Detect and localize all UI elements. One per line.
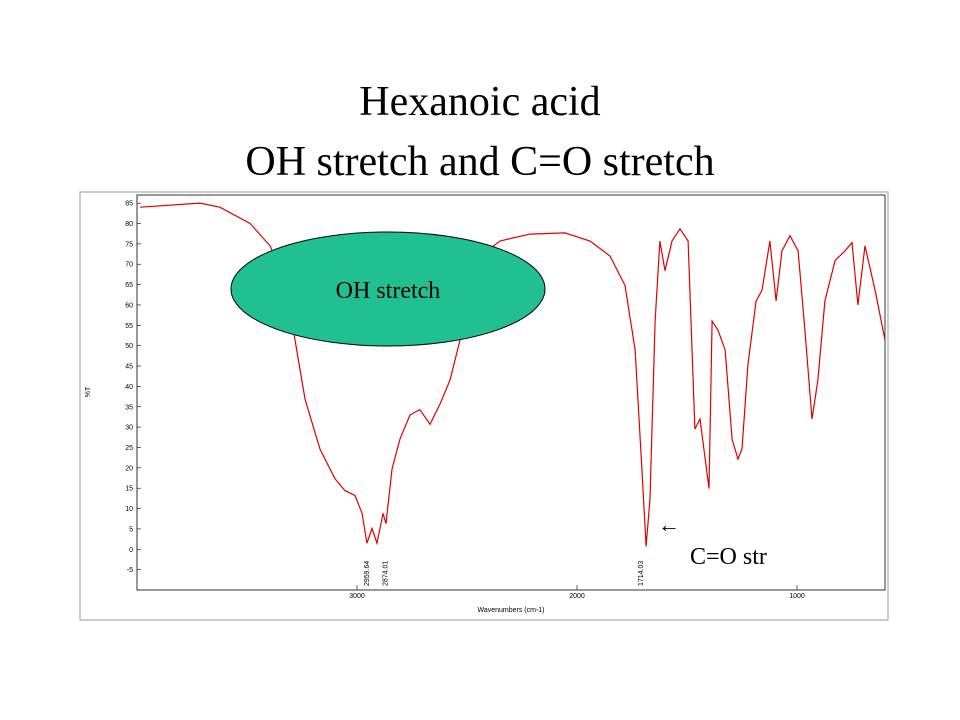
y-tick-label: 40 xyxy=(125,384,133,391)
y-tick-label: 20 xyxy=(125,465,133,472)
annotation-ellipse xyxy=(230,231,546,347)
x-tick-label: 3000 xyxy=(349,593,365,600)
y-axis-label: %T xyxy=(85,386,92,397)
annotation-arrow: ← xyxy=(658,512,680,537)
y-tick-label: 85 xyxy=(125,201,133,208)
y-tick-label: 15 xyxy=(125,486,133,493)
peak-label: 1714.03 xyxy=(638,561,645,586)
y-tick-label: 80 xyxy=(125,221,133,228)
plot-area xyxy=(136,194,886,591)
y-tick-label: 10 xyxy=(125,506,133,513)
x-tick-label: 2000 xyxy=(569,593,585,600)
title-line: OH stretch and C=O stretch xyxy=(245,139,714,185)
y-tick-label: 75 xyxy=(125,241,133,248)
y-tick-label: 35 xyxy=(125,404,133,411)
y-tick-label: 25 xyxy=(125,445,133,452)
y-tick-label: 0 xyxy=(129,547,133,554)
y-tick-label: 5 xyxy=(129,526,133,533)
y-tick-label: 65 xyxy=(125,282,133,289)
peak-label: 2959.64 xyxy=(364,561,371,586)
y-tick-label: 70 xyxy=(125,262,133,269)
y-tick-label: 45 xyxy=(125,364,133,371)
y-tick-label: -5 xyxy=(127,567,133,574)
title-line: Hexanoic acid xyxy=(359,79,600,125)
x-axis-label: Wavenumbers (cm-1) xyxy=(477,607,544,614)
y-tick-label: 30 xyxy=(125,425,133,432)
x-tick-label: 1000 xyxy=(789,593,805,600)
y-tick-label: 55 xyxy=(125,323,133,330)
y-tick-label: 50 xyxy=(125,343,133,350)
annotation: OH stretch xyxy=(336,278,441,304)
y-tick-label: 60 xyxy=(125,302,133,309)
annotation: C=O str xyxy=(690,544,767,570)
peak-label: 2874.01 xyxy=(383,561,390,586)
spectrum-line xyxy=(140,202,886,547)
